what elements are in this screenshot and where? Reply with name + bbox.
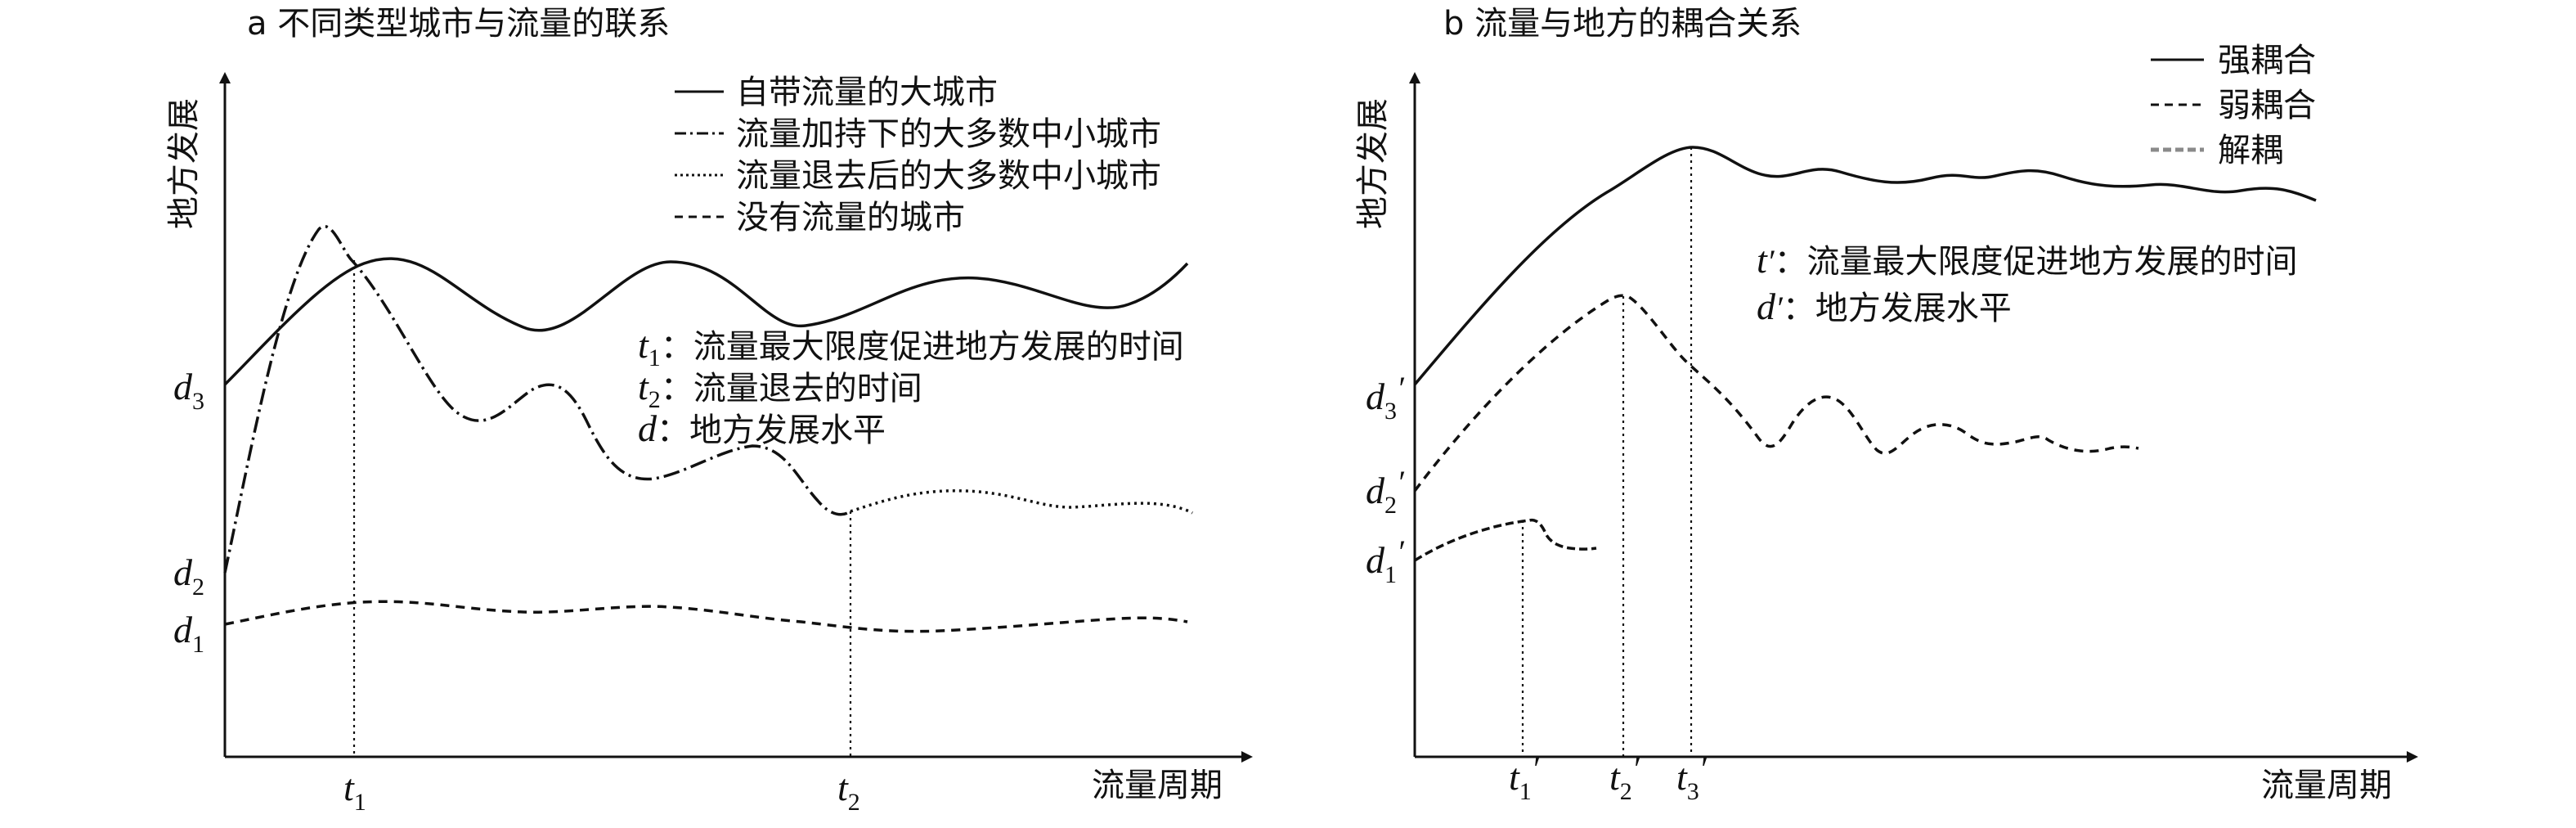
legend-item-decoupling: 解耦 [2218,132,2283,169]
y-tick-d3-prime: d3′ [1366,370,1405,425]
legend-item-big-city: 自带流量的大城市 [736,74,998,111]
curve-no-flow-city [224,600,1188,633]
panel-b-title: b 流量与地方的耦合关系 [1443,5,1802,43]
y-tick-d2-prime: d2′ [1366,464,1405,519]
annotation-t1: t1：流量最大限度促进地方发展的时间 [638,324,1184,371]
panel-b-annotations: t′：流量最大限度促进地方发展的时间 d′：地方发展水平 [1757,239,2298,327]
panel-a-title: a 不同类型城市与流量的联系 [247,5,670,43]
panel-b-x-axis-label: 流量周期 [2261,767,2392,804]
legend-item-weak-coupling: 弱耦合 [2218,87,2316,124]
annotation-t2: t2：流量退去的时间 [638,366,922,413]
x-tick-t2: t2 [837,767,860,816]
legend-item-strong-coupling: 强耦合 [2218,42,2316,79]
y-tick-d2: d2 [173,551,204,601]
panel-a-annotations: t1：流量最大限度促进地方发展的时间 t2：流量退去的时间 d：地方发展水平 [638,324,1184,449]
x-tick-t3-prime: t3′ [1676,750,1708,805]
legend-item-boosted-city: 流量加持下的大多数中小城市 [736,115,1161,153]
panel-b: b 流量与地方的耦合关系 地方发展 流量周期 强耦合 弱耦合 解耦 t′：流量最… [1354,5,2418,805]
legend-item-faded-city: 流量退去后的大多数中小城市 [736,157,1161,195]
y-tick-d3: d3 [173,366,204,415]
panel-a-legend: 自带流量的大城市 流量加持下的大多数中小城市 流量退去后的大多数中小城市 没有流… [675,74,1161,236]
panel-a: a 不同类型城市与流量的联系 地方发展 流量周期 自带流量的大城市 流量加持下的… [165,5,1253,816]
y-tick-d1-prime: d1′ [1366,533,1405,588]
annotation-t-prime: t′：流量最大限度促进地方发展的时间 [1757,239,2298,281]
panel-a-x-axis-label: 流量周期 [1092,767,1223,804]
x-tick-t1-prime: t1′ [1509,750,1540,805]
curve-decoupling [1414,518,1597,562]
panel-b-y-axis-label: 地方发展 [1354,98,1392,229]
x-tick-t2-prime: t2′ [1609,750,1640,805]
curve-weak-coupling [1413,294,2139,493]
x-tick-t1: t1 [343,767,366,816]
curve-strong-coupling [1413,146,2317,386]
panel-b-legend: 强耦合 弱耦合 解耦 [2151,42,2316,169]
y-tick-d1: d1 [173,609,204,658]
curve-faded-city [850,489,1193,515]
panel-a-y-axis-label: 地方发展 [165,98,203,229]
annotation-d-prime: d′：地方发展水平 [1757,286,2012,327]
annotation-d: d：地方发展水平 [638,407,886,449]
curve-big-city [223,257,1189,386]
curve-boosted-city [223,225,852,574]
legend-item-no-flow-city: 没有流量的城市 [736,199,965,236]
